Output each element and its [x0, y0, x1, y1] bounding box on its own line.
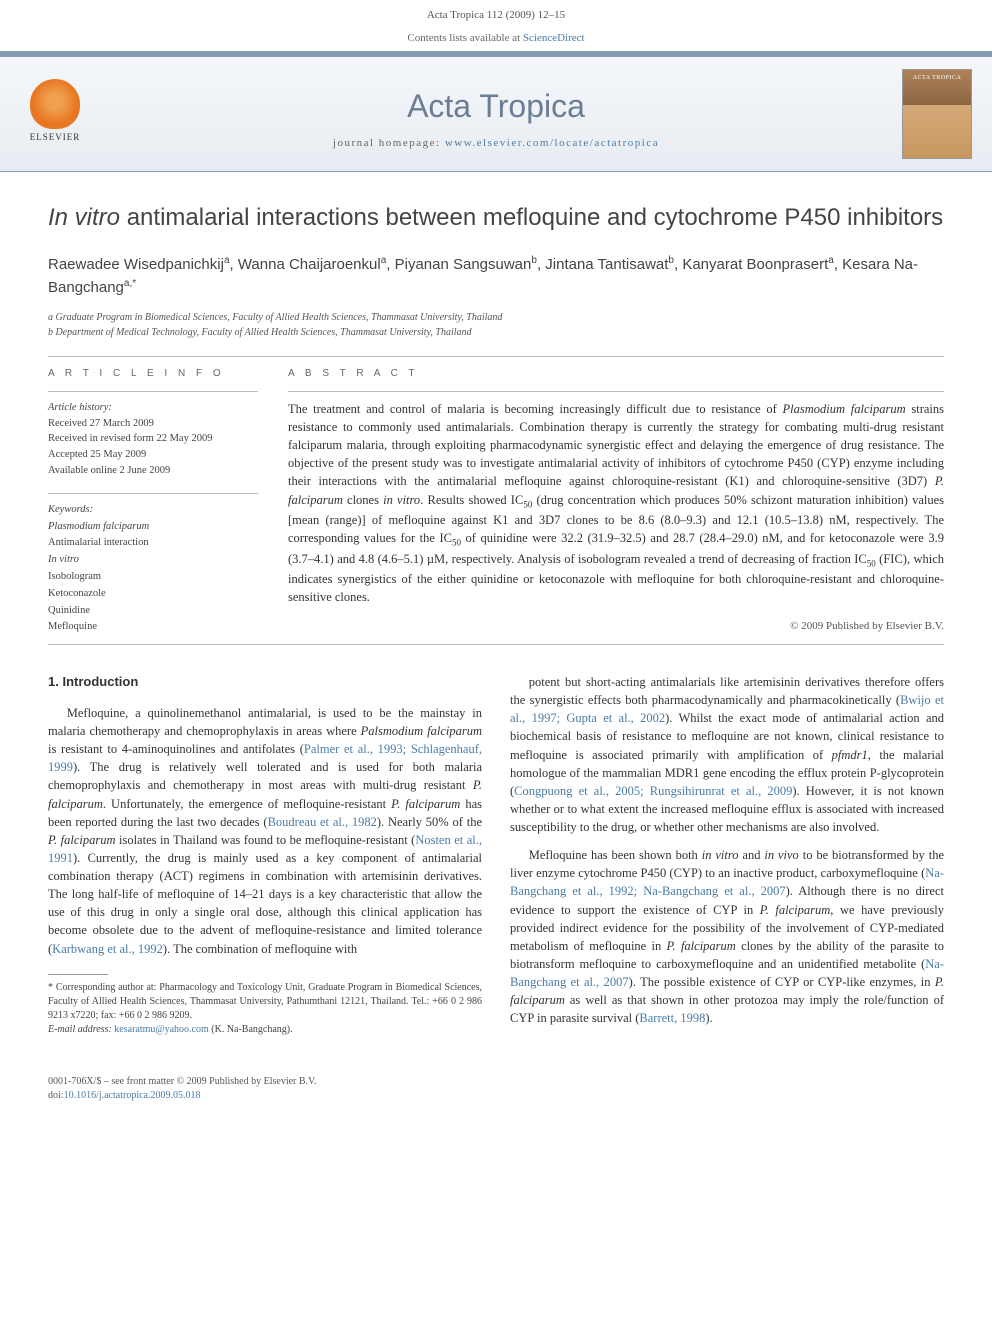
body-paragraph: potent but short-acting antimalarials li…: [510, 673, 944, 836]
ref-link[interactable]: Bwijo et al., 1997; Gupta et al., 2002: [510, 693, 944, 725]
doi-prefix: doi:: [48, 1090, 64, 1101]
doi-link[interactable]: 10.1016/j.actatropica.2009.05.018: [64, 1090, 201, 1101]
history-item: Available online 2 June 2009: [48, 463, 258, 479]
keyword-item: Ketoconazole: [48, 586, 258, 603]
ref-link[interactable]: Congpuong et al., 2005; Rungsihirunrat e…: [514, 784, 792, 798]
affiliation-b: b Department of Medical Technology, Facu…: [48, 325, 944, 340]
ref-link[interactable]: Palmer et al., 1993; Schlagenhauf, 1999: [48, 742, 482, 774]
title-rest: antimalarial interactions between mefloq…: [120, 204, 943, 231]
authors: Raewadee Wisedpanichkija, Wanna Chaijaro…: [48, 253, 944, 300]
divider: [288, 391, 944, 392]
section-heading: 1. Introduction: [48, 673, 482, 692]
footnotes: * Corresponding author at: Pharmacology …: [48, 981, 482, 1037]
email-line: E-mail address: kesaratmu@yahoo.com (K. …: [48, 1023, 482, 1037]
divider: [48, 493, 258, 494]
divider: [48, 356, 944, 357]
affiliation-a: a Graduate Program in Biomedical Science…: [48, 310, 944, 325]
keyword-item: Plasmodium falciparum: [48, 519, 258, 536]
journal-name: Acta Tropica: [90, 84, 902, 129]
body-paragraph: Mefloquine, a quinolinemethanol antimala…: [48, 704, 482, 958]
elsevier-tree-icon: [30, 79, 80, 129]
ref-link[interactable]: Barrett, 1998: [639, 1011, 705, 1025]
history-item: Accepted 25 May 2009: [48, 447, 258, 463]
homepage-line: journal homepage: www.elsevier.com/locat…: [90, 136, 902, 151]
ref-link[interactable]: Na-Bangchang et al., 2007: [510, 957, 944, 989]
email-suffix: (K. Na-Bangchang).: [209, 1024, 293, 1035]
contents-prefix: Contents lists available at: [407, 32, 522, 44]
article-title: In vitro antimalarial interactions betwe…: [48, 202, 944, 233]
footnote-separator: [48, 974, 108, 975]
keyword-item: Mefloquine: [48, 619, 258, 636]
article-info: A R T I C L E I N F O Article history: R…: [48, 367, 258, 636]
homepage-prefix: journal homepage:: [333, 137, 445, 149]
email-link[interactable]: kesaratmu@yahoo.com: [114, 1024, 208, 1035]
body-paragraph: Mefloquine has been shown both in vitro …: [510, 846, 944, 1027]
doi-line: doi:10.1016/j.actatropica.2009.05.018: [48, 1089, 317, 1103]
history-label: Article history:: [48, 400, 258, 416]
elsevier-logo: ELSEVIER: [20, 79, 90, 149]
article-info-heading: A R T I C L E I N F O: [48, 367, 258, 381]
journal-banner: ELSEVIER Acta Tropica journal homepage: …: [0, 51, 992, 172]
keyword-item: Isobologram: [48, 569, 258, 586]
front-matter: 0001-706X/$ – see front matter © 2009 Pu…: [48, 1075, 317, 1089]
sciencedirect-link[interactable]: ScienceDirect: [523, 32, 585, 44]
ref-link[interactable]: Na-Bangchang et al., 1992; Na-Bangchang …: [510, 866, 944, 898]
history-item: Received in revised form 22 May 2009: [48, 431, 258, 447]
page-footer: 0001-706X/$ – see front matter © 2009 Pu…: [0, 1075, 992, 1123]
article-history: Article history: Received 27 March 2009 …: [48, 400, 258, 479]
footer-left: 0001-706X/$ – see front matter © 2009 Pu…: [48, 1075, 317, 1103]
divider: [48, 391, 258, 392]
affiliations: a Graduate Program in Biomedical Science…: [48, 310, 944, 340]
copyright: © 2009 Published by Elsevier B.V.: [288, 619, 944, 634]
column-right: potent but short-acting antimalarials li…: [510, 673, 944, 1037]
journal-cover-thumb: [902, 69, 972, 159]
ref-link[interactable]: Boudreau et al., 1982: [268, 815, 377, 829]
history-item: Received 27 March 2009: [48, 416, 258, 432]
homepage-link[interactable]: www.elsevier.com/locate/actatropica: [445, 137, 659, 149]
body-columns: 1. Introduction Mefloquine, a quinolinem…: [48, 673, 944, 1037]
elsevier-label: ELSEVIER: [30, 131, 81, 144]
running-header: Acta Tropica 112 (2009) 12–15: [0, 0, 992, 27]
keywords-label: Keywords:: [48, 502, 258, 519]
keywords: Keywords: Plasmodium falciparum Antimala…: [48, 502, 258, 636]
abstract-text: The treatment and control of malaria is …: [288, 400, 944, 607]
title-italic-prefix: In vitro: [48, 204, 120, 231]
email-label: E-mail address:: [48, 1024, 114, 1035]
divider: [48, 644, 944, 645]
contents-line: Contents lists available at ScienceDirec…: [0, 27, 992, 50]
corresponding-author: * Corresponding author at: Pharmacology …: [48, 981, 482, 1023]
keyword-item: Quinidine: [48, 603, 258, 620]
banner-center: Acta Tropica journal homepage: www.elsev…: [90, 76, 902, 152]
keyword-item: In vitro: [48, 552, 258, 569]
abstract-heading: A B S T R A C T: [288, 367, 944, 381]
abstract: A B S T R A C T The treatment and contro…: [288, 367, 944, 636]
keyword-item: Antimalarial interaction: [48, 535, 258, 552]
column-left: 1. Introduction Mefloquine, a quinolinem…: [48, 673, 482, 1037]
ref-link[interactable]: Karbwang et al., 1992: [52, 942, 163, 956]
